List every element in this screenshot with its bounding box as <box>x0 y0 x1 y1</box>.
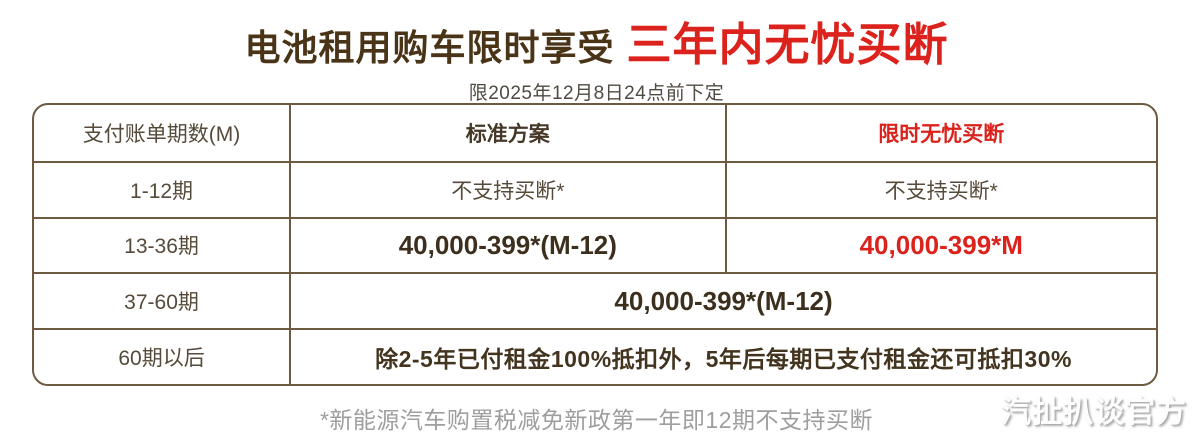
title-main-text: 电池租用购车限时享受 <box>244 27 615 68</box>
buyout-plan-table: 支付账单期数(M) 标准方案 限时无忧买断 1-12期 不支持买断* 不支持买断… <box>32 103 1158 386</box>
watermark-label: 汽扯扒谈官方 <box>1001 396 1187 429</box>
row-period-after-60: 60期以后 <box>34 328 290 384</box>
row-period-13-36: 13-36期 <box>34 216 290 273</box>
tax-policy-footnote: *新能源汽车购置税减免新政第一年即12期不支持买断 <box>319 407 874 433</box>
row-37-60-merged-value: 40,000-399*(M-12) <box>289 272 1156 329</box>
page-title: 电池租用购车限时享受 三年内无忧买断 <box>0 8 1193 73</box>
row-1-12-standard-value: 不支持买断* <box>289 160 725 217</box>
column-header-standard-plan: 标准方案 <box>289 105 724 161</box>
row-13-36-limited-value: 40,000-399*M <box>724 216 1156 273</box>
row-period-1-12: 1-12期 <box>34 160 290 217</box>
column-header-periods: 支付账单期数(M) <box>82 122 241 146</box>
deadline-subtitle: 限2025年12月8日24点前下定 <box>468 83 725 104</box>
row-period-37-60: 37-60期 <box>34 272 290 328</box>
row-1-12-limited-value: 不支持买断* <box>724 160 1156 217</box>
row-13-36-standard-value: 40,000-399*(M-12) <box>289 216 725 273</box>
promo-header: 电池租用购车限时享受 三年内无忧买断 限2025年12月8日24点前下定 <box>0 8 1193 105</box>
column-header-limited-offer: 限时无忧买断 <box>724 105 1156 161</box>
title-highlight-text: 三年内无忧买断 <box>626 19 949 70</box>
row-after-60-merged-value: 除2-5年已付租金100%抵扣外，5年后每期已支付租金还可抵扣30% <box>289 328 1156 384</box>
